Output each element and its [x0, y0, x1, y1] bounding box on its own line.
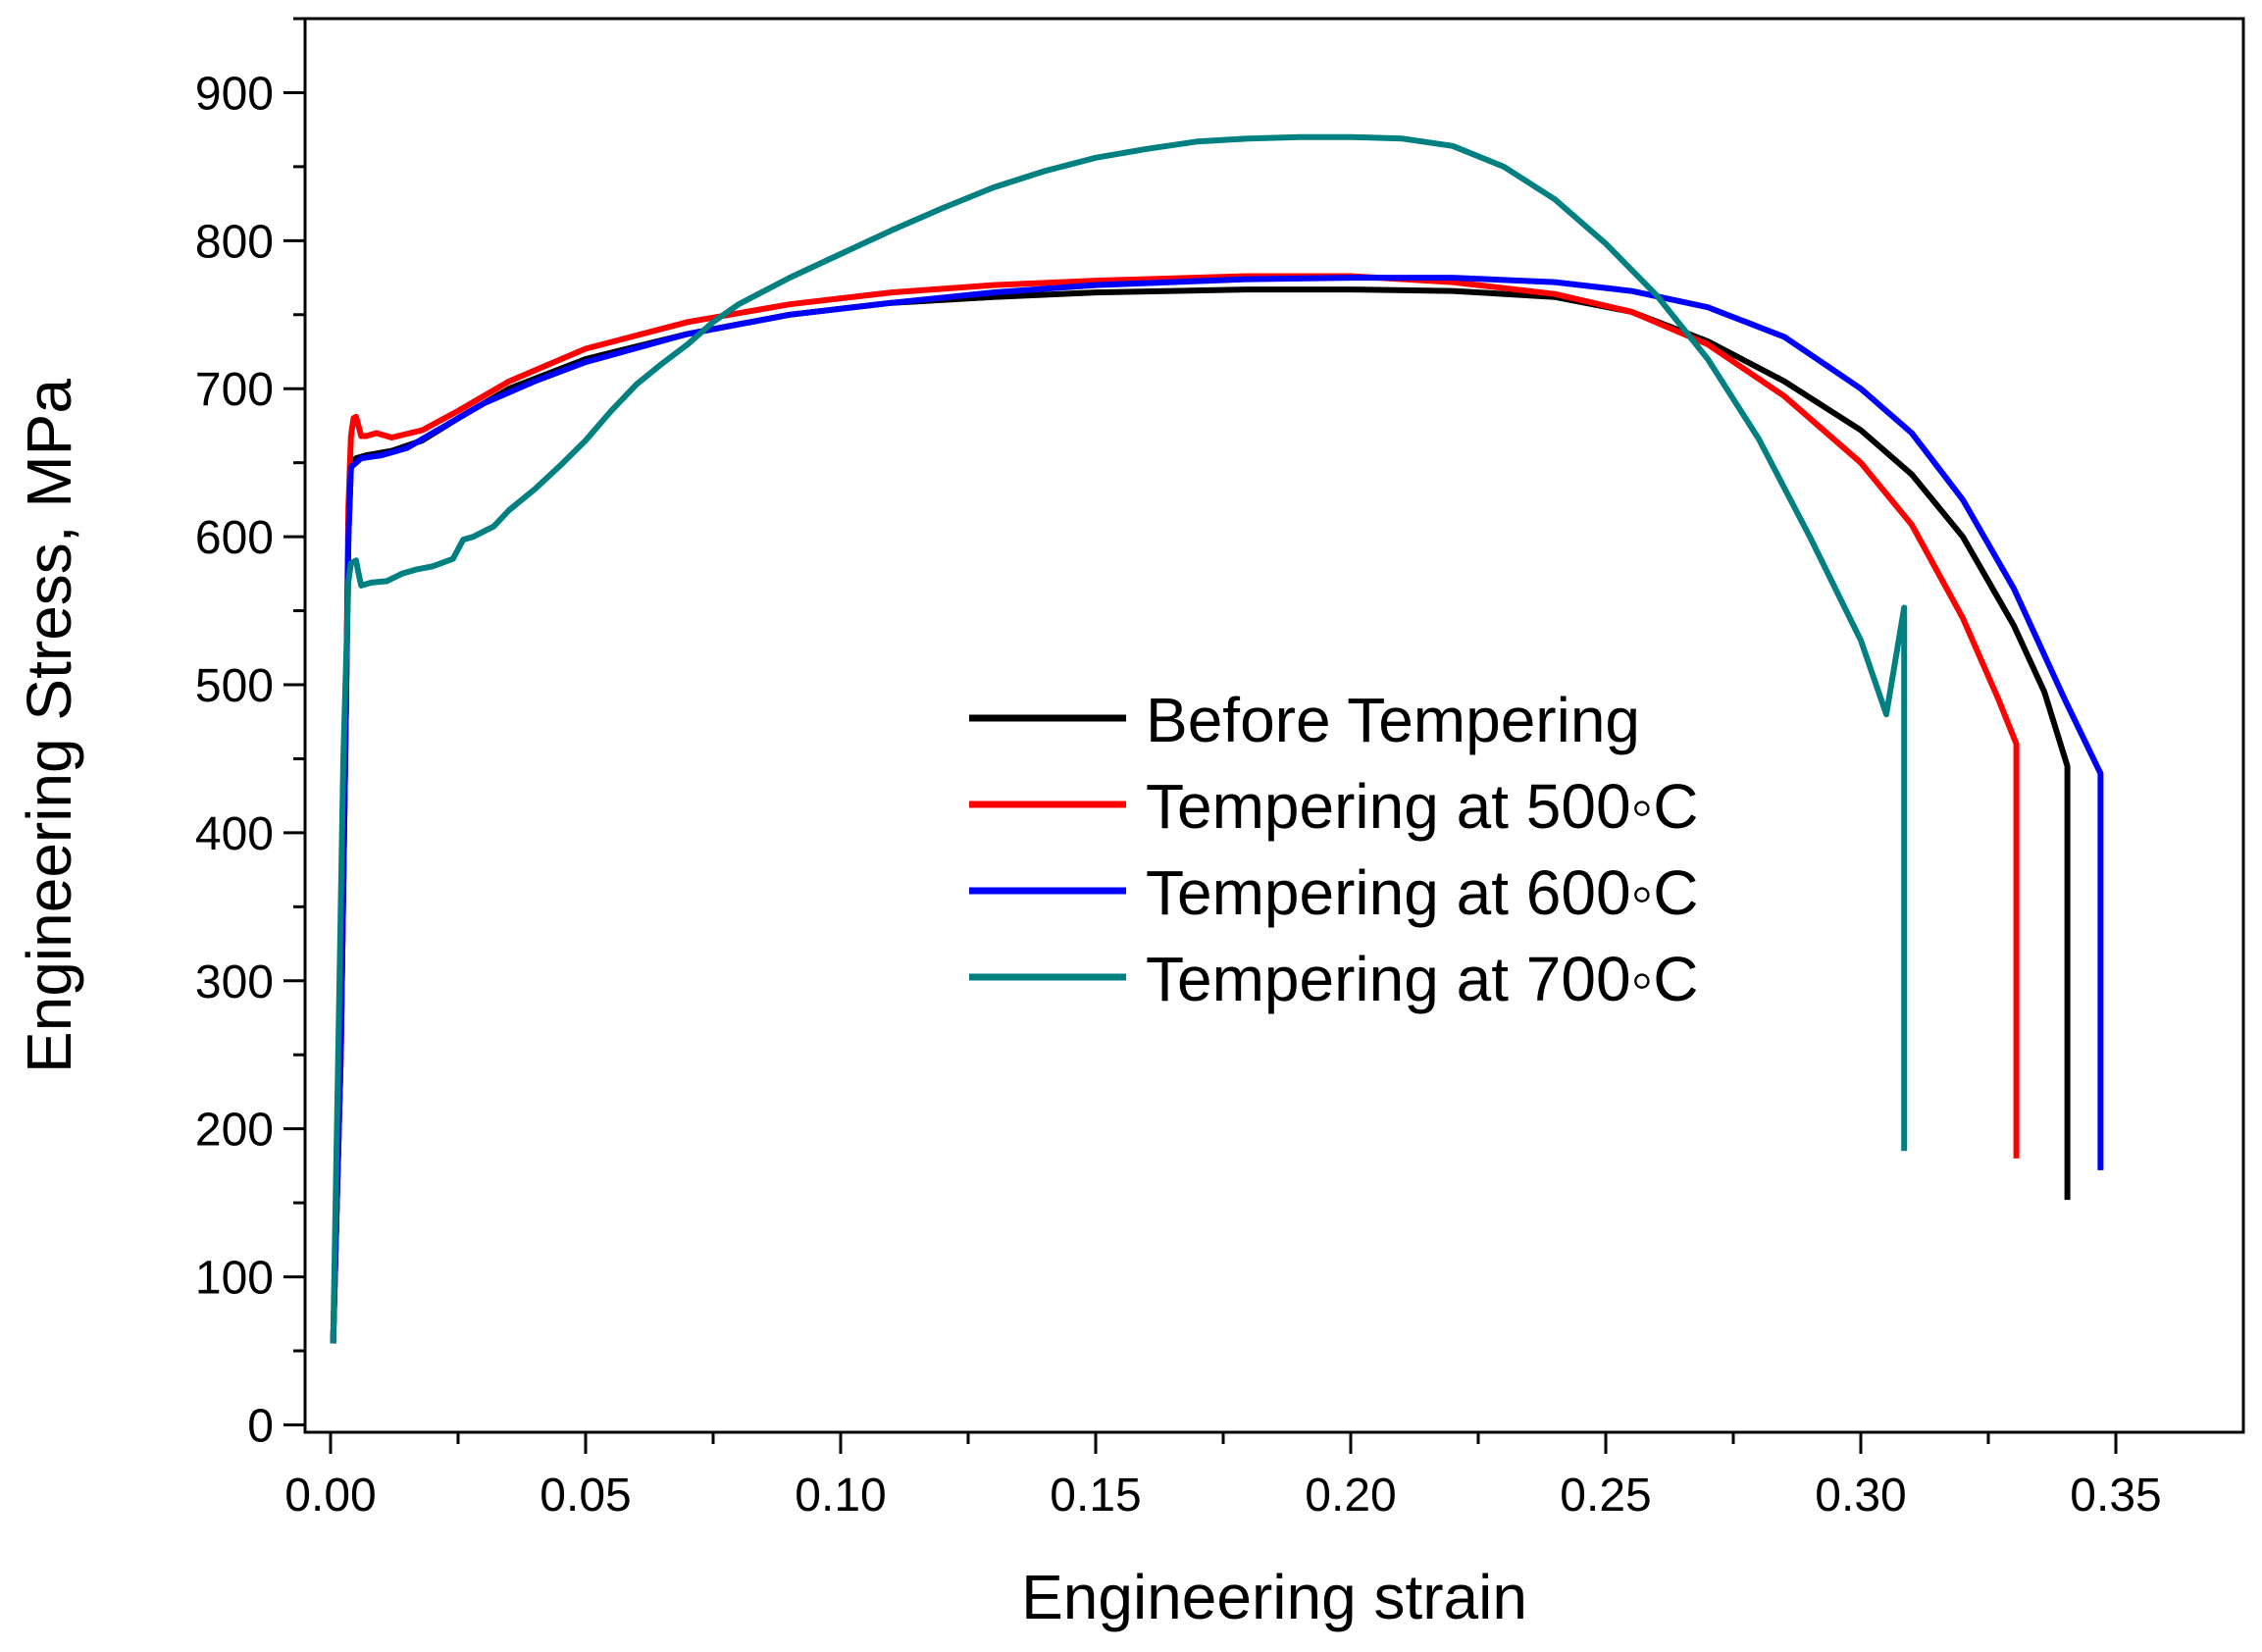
- series-line-1: [330, 273, 2020, 1344]
- x-tick-label: 0.30: [1815, 1470, 1906, 1522]
- legend: Before Tempering Tempering at 500◦C Temp…: [969, 685, 1698, 1014]
- x-tick-label: 0.35: [2070, 1470, 2161, 1522]
- y-tick-label: 800: [195, 216, 274, 268]
- x-tick-label: 0.00: [284, 1470, 376, 1522]
- legend-label-500c: Tempering at 500◦C: [1146, 771, 1698, 842]
- x-tick-label: 0.05: [540, 1470, 631, 1522]
- y-tick-label: 700: [195, 364, 274, 416]
- legend-label-before-tempering: Before Tempering: [1146, 685, 1640, 755]
- x-axis-ticks: 0.00 0.05 0.10 0.15 0.20 0.25 0.30 0.35: [284, 1432, 2162, 1522]
- y-tick-label: 400: [195, 808, 274, 860]
- data-series: [330, 133, 2104, 1344]
- y-tick-label: 200: [195, 1105, 274, 1157]
- x-tick-label: 0.25: [1560, 1470, 1651, 1522]
- y-tick-label: 300: [195, 956, 274, 1008]
- y-tick-label: 500: [195, 660, 274, 712]
- x-tick-label: 0.10: [795, 1470, 886, 1522]
- plot-frame: [303, 17, 2245, 1434]
- legend-label-700c: Tempering at 700◦C: [1146, 944, 1698, 1014]
- y-axis-ticks: 0 100 200 300 400 500 600 700 800 900: [195, 17, 305, 1452]
- y-tick-label: 100: [195, 1253, 274, 1305]
- y-tick-label: 600: [195, 512, 274, 564]
- y-axis-title: Engineering Stress, MPa: [14, 379, 84, 1073]
- x-tick-label: 0.15: [1050, 1470, 1141, 1522]
- series-line-2: [330, 275, 2104, 1344]
- x-axis-title: Engineering strain: [1021, 1562, 1527, 1632]
- series-line-3: [330, 133, 1908, 1344]
- x-tick-label: 0.20: [1305, 1470, 1396, 1522]
- y-tick-label: 900: [195, 68, 274, 120]
- legend-label-600c: Tempering at 600◦C: [1146, 857, 1698, 928]
- y-tick-label: 0: [247, 1400, 274, 1452]
